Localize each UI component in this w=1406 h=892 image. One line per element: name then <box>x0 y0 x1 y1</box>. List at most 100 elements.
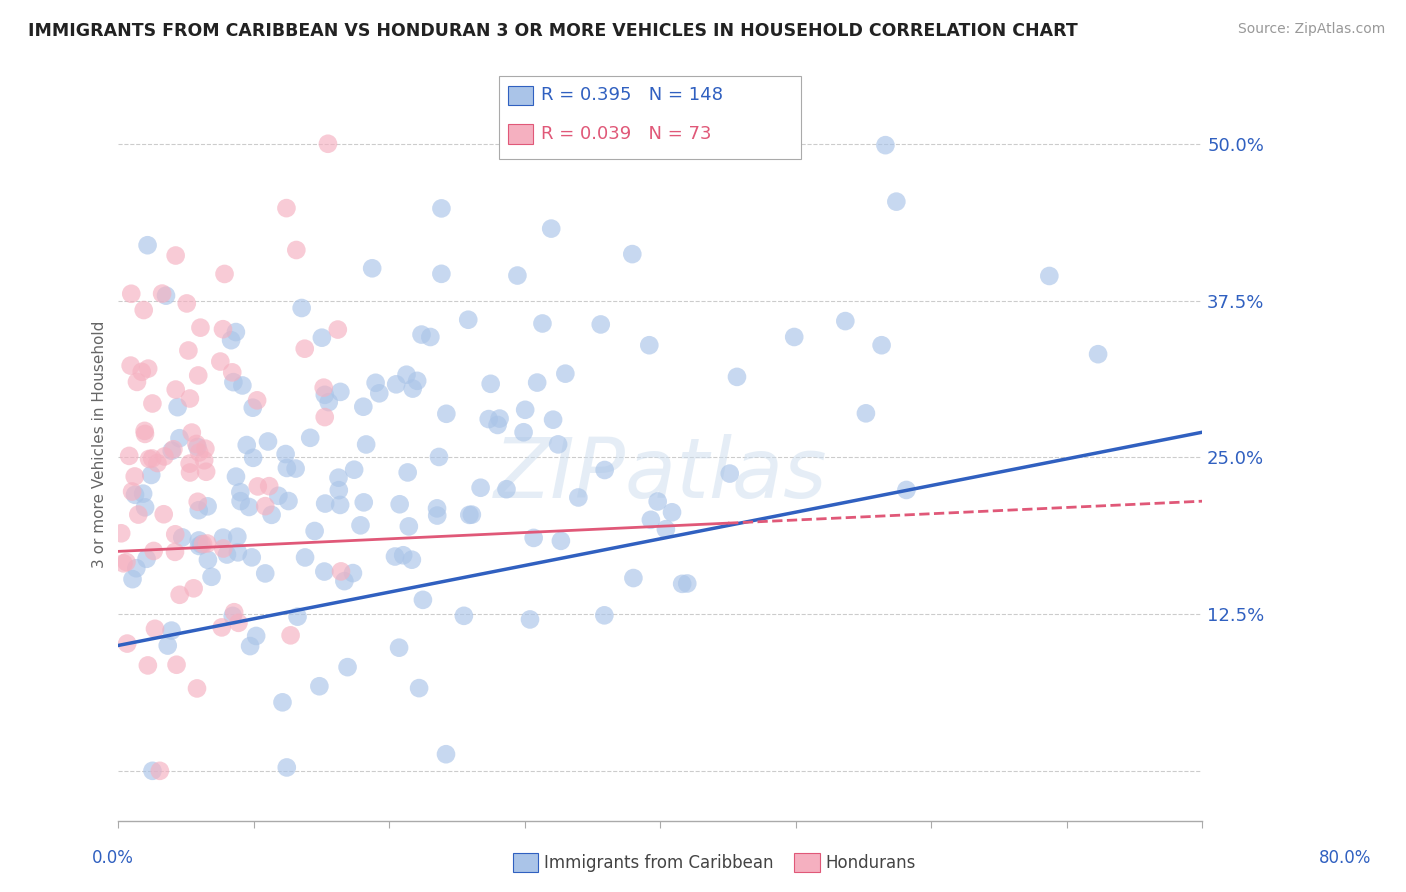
Point <box>125 375 148 389</box>
Point <box>172 530 194 544</box>
Point <box>478 412 501 426</box>
Point <box>212 541 235 556</box>
Point <box>434 407 457 421</box>
Point <box>294 550 316 565</box>
Point <box>276 760 298 774</box>
Point <box>426 501 449 516</box>
Point <box>187 495 209 509</box>
Point <box>162 442 184 457</box>
Point <box>246 393 269 408</box>
Point <box>671 577 693 591</box>
Point <box>188 539 211 553</box>
Point <box>620 136 643 151</box>
Text: 80.0%: 80.0% <box>1319 849 1371 867</box>
Point <box>166 400 188 414</box>
Point <box>312 381 335 395</box>
Point <box>328 483 350 498</box>
Point <box>896 483 918 497</box>
Point <box>406 374 429 388</box>
Point <box>260 508 283 522</box>
Point <box>311 331 333 345</box>
Point <box>222 375 245 389</box>
Point <box>112 557 135 571</box>
Point <box>329 498 352 512</box>
Point <box>392 548 415 562</box>
Text: Hondurans: Hondurans <box>825 854 915 871</box>
Text: 0.0%: 0.0% <box>91 849 134 867</box>
Point <box>212 322 235 336</box>
Point <box>150 286 173 301</box>
Point <box>388 497 411 511</box>
Point <box>212 531 235 545</box>
Point <box>246 479 269 493</box>
Text: R = 0.395   N = 148: R = 0.395 N = 148 <box>541 87 723 104</box>
Point <box>638 338 661 352</box>
Point <box>110 526 132 541</box>
Point <box>240 550 263 565</box>
Point <box>540 221 562 235</box>
Point <box>353 495 375 509</box>
Point <box>640 513 662 527</box>
Text: R = 0.039   N = 73: R = 0.039 N = 73 <box>541 125 711 143</box>
Point <box>226 545 249 559</box>
Point <box>316 136 339 151</box>
Point <box>470 481 492 495</box>
Point <box>426 508 449 523</box>
Point <box>142 544 165 558</box>
Point <box>506 268 529 283</box>
Point <box>647 494 669 508</box>
Point <box>361 261 384 276</box>
Point <box>274 447 297 461</box>
Point <box>225 469 247 483</box>
Point <box>294 342 316 356</box>
Point <box>257 479 280 493</box>
Point <box>257 434 280 449</box>
Point <box>280 628 302 642</box>
Point <box>314 410 336 425</box>
Point <box>457 312 479 326</box>
Point <box>364 376 387 390</box>
Point <box>287 609 309 624</box>
Point <box>132 486 155 500</box>
Point <box>191 537 214 551</box>
Point <box>194 442 217 456</box>
Point <box>115 636 138 650</box>
Point <box>209 354 232 368</box>
Point <box>200 570 222 584</box>
Point <box>621 247 644 261</box>
Point <box>299 431 322 445</box>
Point <box>195 465 218 479</box>
Point <box>177 343 200 358</box>
Point <box>523 531 546 545</box>
Point <box>567 491 589 505</box>
Point <box>127 508 149 522</box>
Point <box>385 377 408 392</box>
Point <box>326 322 349 336</box>
Point <box>875 138 897 153</box>
Point <box>245 629 267 643</box>
Point <box>134 424 156 438</box>
Point <box>179 457 201 471</box>
Point <box>141 396 163 410</box>
Point <box>512 425 534 440</box>
Point <box>187 368 209 383</box>
Point <box>235 438 257 452</box>
Text: ZIPatlas: ZIPatlas <box>494 434 827 516</box>
Point <box>488 411 510 425</box>
Point <box>180 425 202 440</box>
Point <box>156 639 179 653</box>
Point <box>165 527 187 541</box>
Point <box>254 499 277 513</box>
Point <box>136 238 159 252</box>
Point <box>402 382 425 396</box>
Point <box>519 612 541 626</box>
Point <box>783 330 806 344</box>
Point <box>623 571 645 585</box>
Point <box>115 555 138 569</box>
Point <box>676 576 699 591</box>
Point <box>541 413 564 427</box>
Point <box>349 518 371 533</box>
Point <box>121 572 143 586</box>
Point <box>141 764 163 778</box>
Point <box>461 508 484 522</box>
